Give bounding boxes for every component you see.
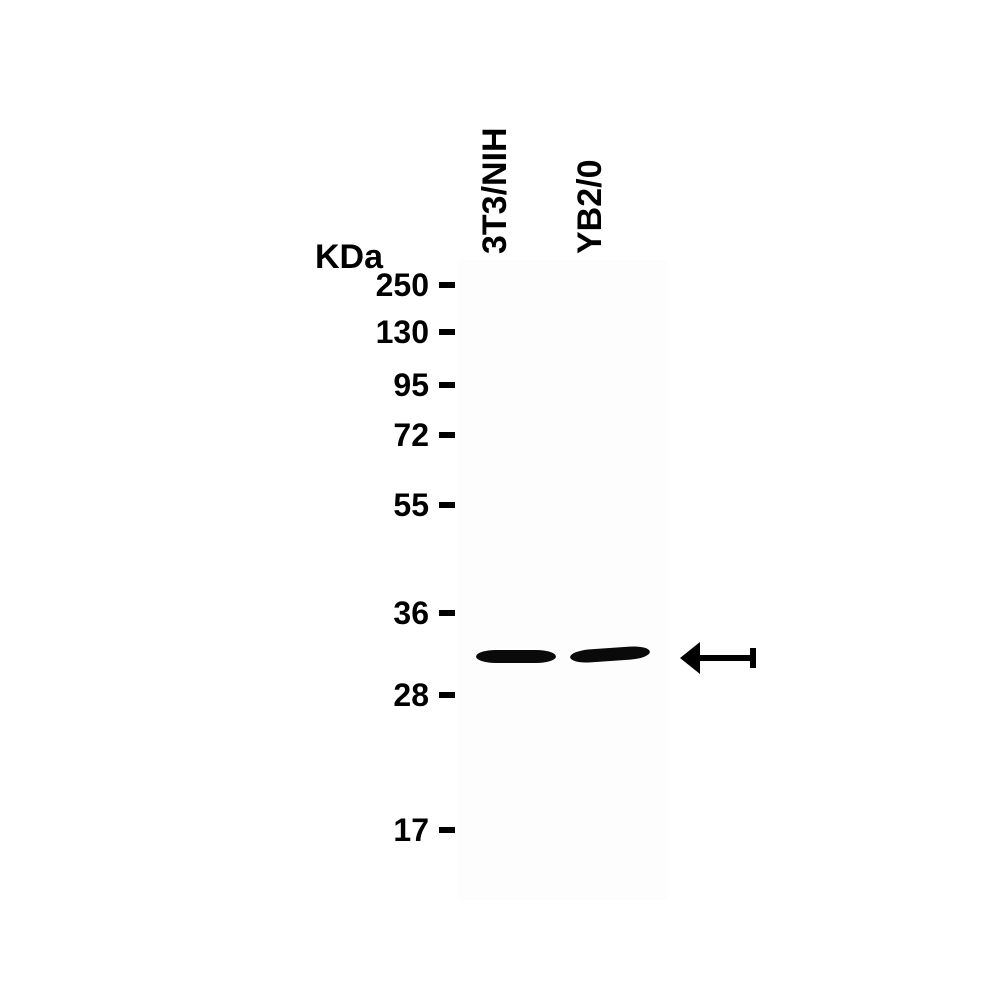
lane-label-0: 3T3/NIH xyxy=(476,127,515,254)
mw-marker-value: 72 xyxy=(393,417,429,454)
lane-label-1: YB2/0 xyxy=(571,160,610,255)
protein-band-lane-0 xyxy=(476,650,556,663)
mw-marker-value: 28 xyxy=(393,677,429,714)
mw-marker-value: 17 xyxy=(393,812,429,849)
mw-marker-value: 250 xyxy=(376,267,429,304)
mw-marker-95: 95 xyxy=(200,369,455,401)
mw-marker-36: 36 xyxy=(200,597,455,629)
mw-marker-17: 17 xyxy=(200,814,455,846)
lane-labels-group: 3T3/NIH YB2/0 xyxy=(455,90,675,260)
blot-membrane xyxy=(458,260,668,900)
mw-marker-tick xyxy=(439,432,455,438)
mw-marker-250: 250 xyxy=(200,269,455,301)
mw-marker-tick xyxy=(439,692,455,698)
mw-marker-value: 36 xyxy=(393,595,429,632)
western-blot-figure: KDa 3T3/NIHYB2/0 250130957255362817 xyxy=(200,90,800,910)
arrow-tail-notch xyxy=(750,648,756,668)
arrow-shaft xyxy=(700,655,750,661)
mw-marker-value: 95 xyxy=(393,367,429,404)
mw-marker-72: 72 xyxy=(200,419,455,451)
mw-marker-tick xyxy=(439,282,455,288)
mw-marker-28: 28 xyxy=(200,679,455,711)
mw-marker-130: 130 xyxy=(200,316,455,348)
arrow-head-icon xyxy=(680,642,700,674)
mw-marker-value: 55 xyxy=(393,487,429,524)
mw-marker-tick xyxy=(439,329,455,335)
mw-marker-tick xyxy=(439,382,455,388)
band-indicator-arrow xyxy=(680,642,756,674)
mw-marker-55: 55 xyxy=(200,489,455,521)
mw-marker-value: 130 xyxy=(376,314,429,351)
protein-band-lane-1 xyxy=(570,645,651,664)
mw-marker-tick xyxy=(439,610,455,616)
mw-marker-tick xyxy=(439,827,455,833)
mw-marker-tick xyxy=(439,502,455,508)
